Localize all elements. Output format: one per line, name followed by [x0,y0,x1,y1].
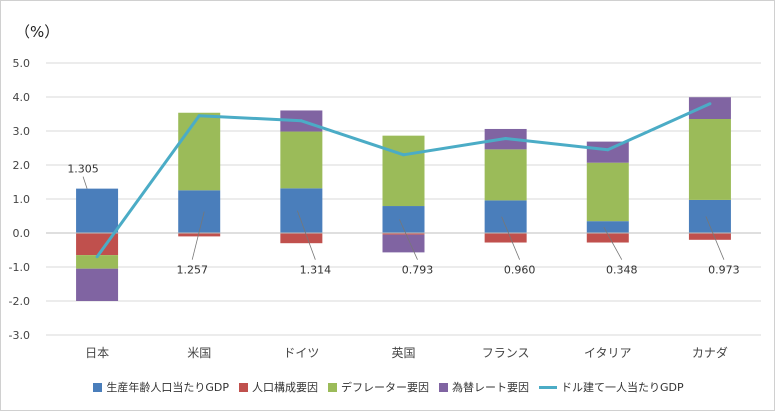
legend-swatch [239,382,248,392]
y-tick-label: 3.0 [13,125,31,138]
bar-segment-s1 [484,233,527,243]
line-point [197,114,201,118]
line-point [402,153,405,157]
y-tick-label: 4.0 [13,91,31,104]
y-tick-label: 2.0 [13,159,31,172]
bar-segment-s2 [280,131,323,189]
bar-segment-s0 [178,190,221,233]
data-label-leader [296,210,316,260]
line-point [606,148,610,152]
legend-item: ドル建て一人当たりGDP [539,379,684,395]
data-label: 1.314 [300,264,332,277]
data-label: 1.305 [67,163,99,176]
bar-segment-s2 [178,112,221,191]
legend-item: 生産年齢人口当たりGDP [93,379,229,395]
legend-swatch [93,382,103,392]
bar-segment-s1 [280,233,323,244]
line-point [504,136,508,140]
line-point [708,102,712,106]
bar-segment-s2 [586,162,629,222]
bar-segment-s2 [688,118,731,200]
y-tick-label: 1.0 [13,193,31,206]
bar-segment-s3 [382,234,425,253]
x-tick-label: フランス [482,346,530,360]
bar-segment-s1 [178,233,221,237]
legend-item: 為替レート要因 [439,379,529,395]
data-label: 0.793 [402,264,434,277]
data-label-leader [501,216,521,260]
y-tick-label: 0.0 [13,227,31,240]
bar-segment-s3 [688,97,731,119]
line-point [95,255,99,259]
x-tick-label: カナダ [692,345,728,360]
data-label-leader [603,226,623,260]
legend-swatch [328,382,337,392]
bar-segment-s3 [76,268,119,301]
chart-plot: 5.0 4.0 3.0 2.0 1.0 0.0 -1.0 -2.0 -3.0 日本 米国 ドイツ 英国 フ… [9,57,761,360]
bar-segment-s2 [484,149,527,201]
bar-segment-s0 [76,188,119,233]
data-label-leader [399,219,418,260]
legend-item: 人口構成要因 [239,379,318,395]
legend-item: デフレーター要因 [328,379,429,395]
data-label: 0.973 [708,264,740,277]
data-label: 0.348 [606,264,638,277]
legend-label: 生産年齢人口当たりGDP [106,381,229,394]
bar-segment-s2 [382,135,425,207]
x-tick-label: 米国 [187,346,211,360]
bar-segment-s1 [382,233,425,235]
y-tick-label: 5.0 [13,57,31,70]
y-tick-label: -3.0 [9,329,30,342]
legend-label: ドル建て一人当たりGDP [561,381,684,394]
chart-legend: 生産年齢人口当たりGDP 人口構成要因 デフレーター要因 為替レート要因 ドル建て一人当… [1,379,775,395]
data-label-leader [191,211,205,260]
bar-segment-s0 [688,199,731,233]
legend-label: 為替レート要因 [452,381,529,394]
bar-segment-s0 [280,188,323,233]
bar-segment-s0 [586,221,629,233]
data-label: 0.960 [504,264,536,277]
x-tick-label: イタリア [584,346,632,360]
x-tick-label: 英国 [391,346,415,360]
x-tick-label: ドイツ [283,346,319,360]
bar-segment-s2 [76,255,119,269]
x-tick-label: 日本 [85,346,109,360]
bar-segment-s0 [484,200,527,233]
y-unit-label: （%） [15,23,60,41]
bar-segment-s1 [586,233,629,243]
y-tick-label: -2.0 [9,295,30,308]
data-label: 1.257 [176,264,208,277]
legend-swatch [439,382,448,392]
y-tick-label: -1.0 [9,261,30,274]
legend-swatch [539,385,557,389]
line-point [299,119,303,123]
data-label-leader [705,216,725,260]
bar-segment-s1 [688,233,731,240]
bar-segment-s3 [586,141,629,163]
legend-label: 人口構成要因 [252,381,318,394]
legend-label: デフレーター要因 [341,381,429,394]
bar-segment-s1 [76,233,119,256]
data-label-leader [82,176,88,189]
